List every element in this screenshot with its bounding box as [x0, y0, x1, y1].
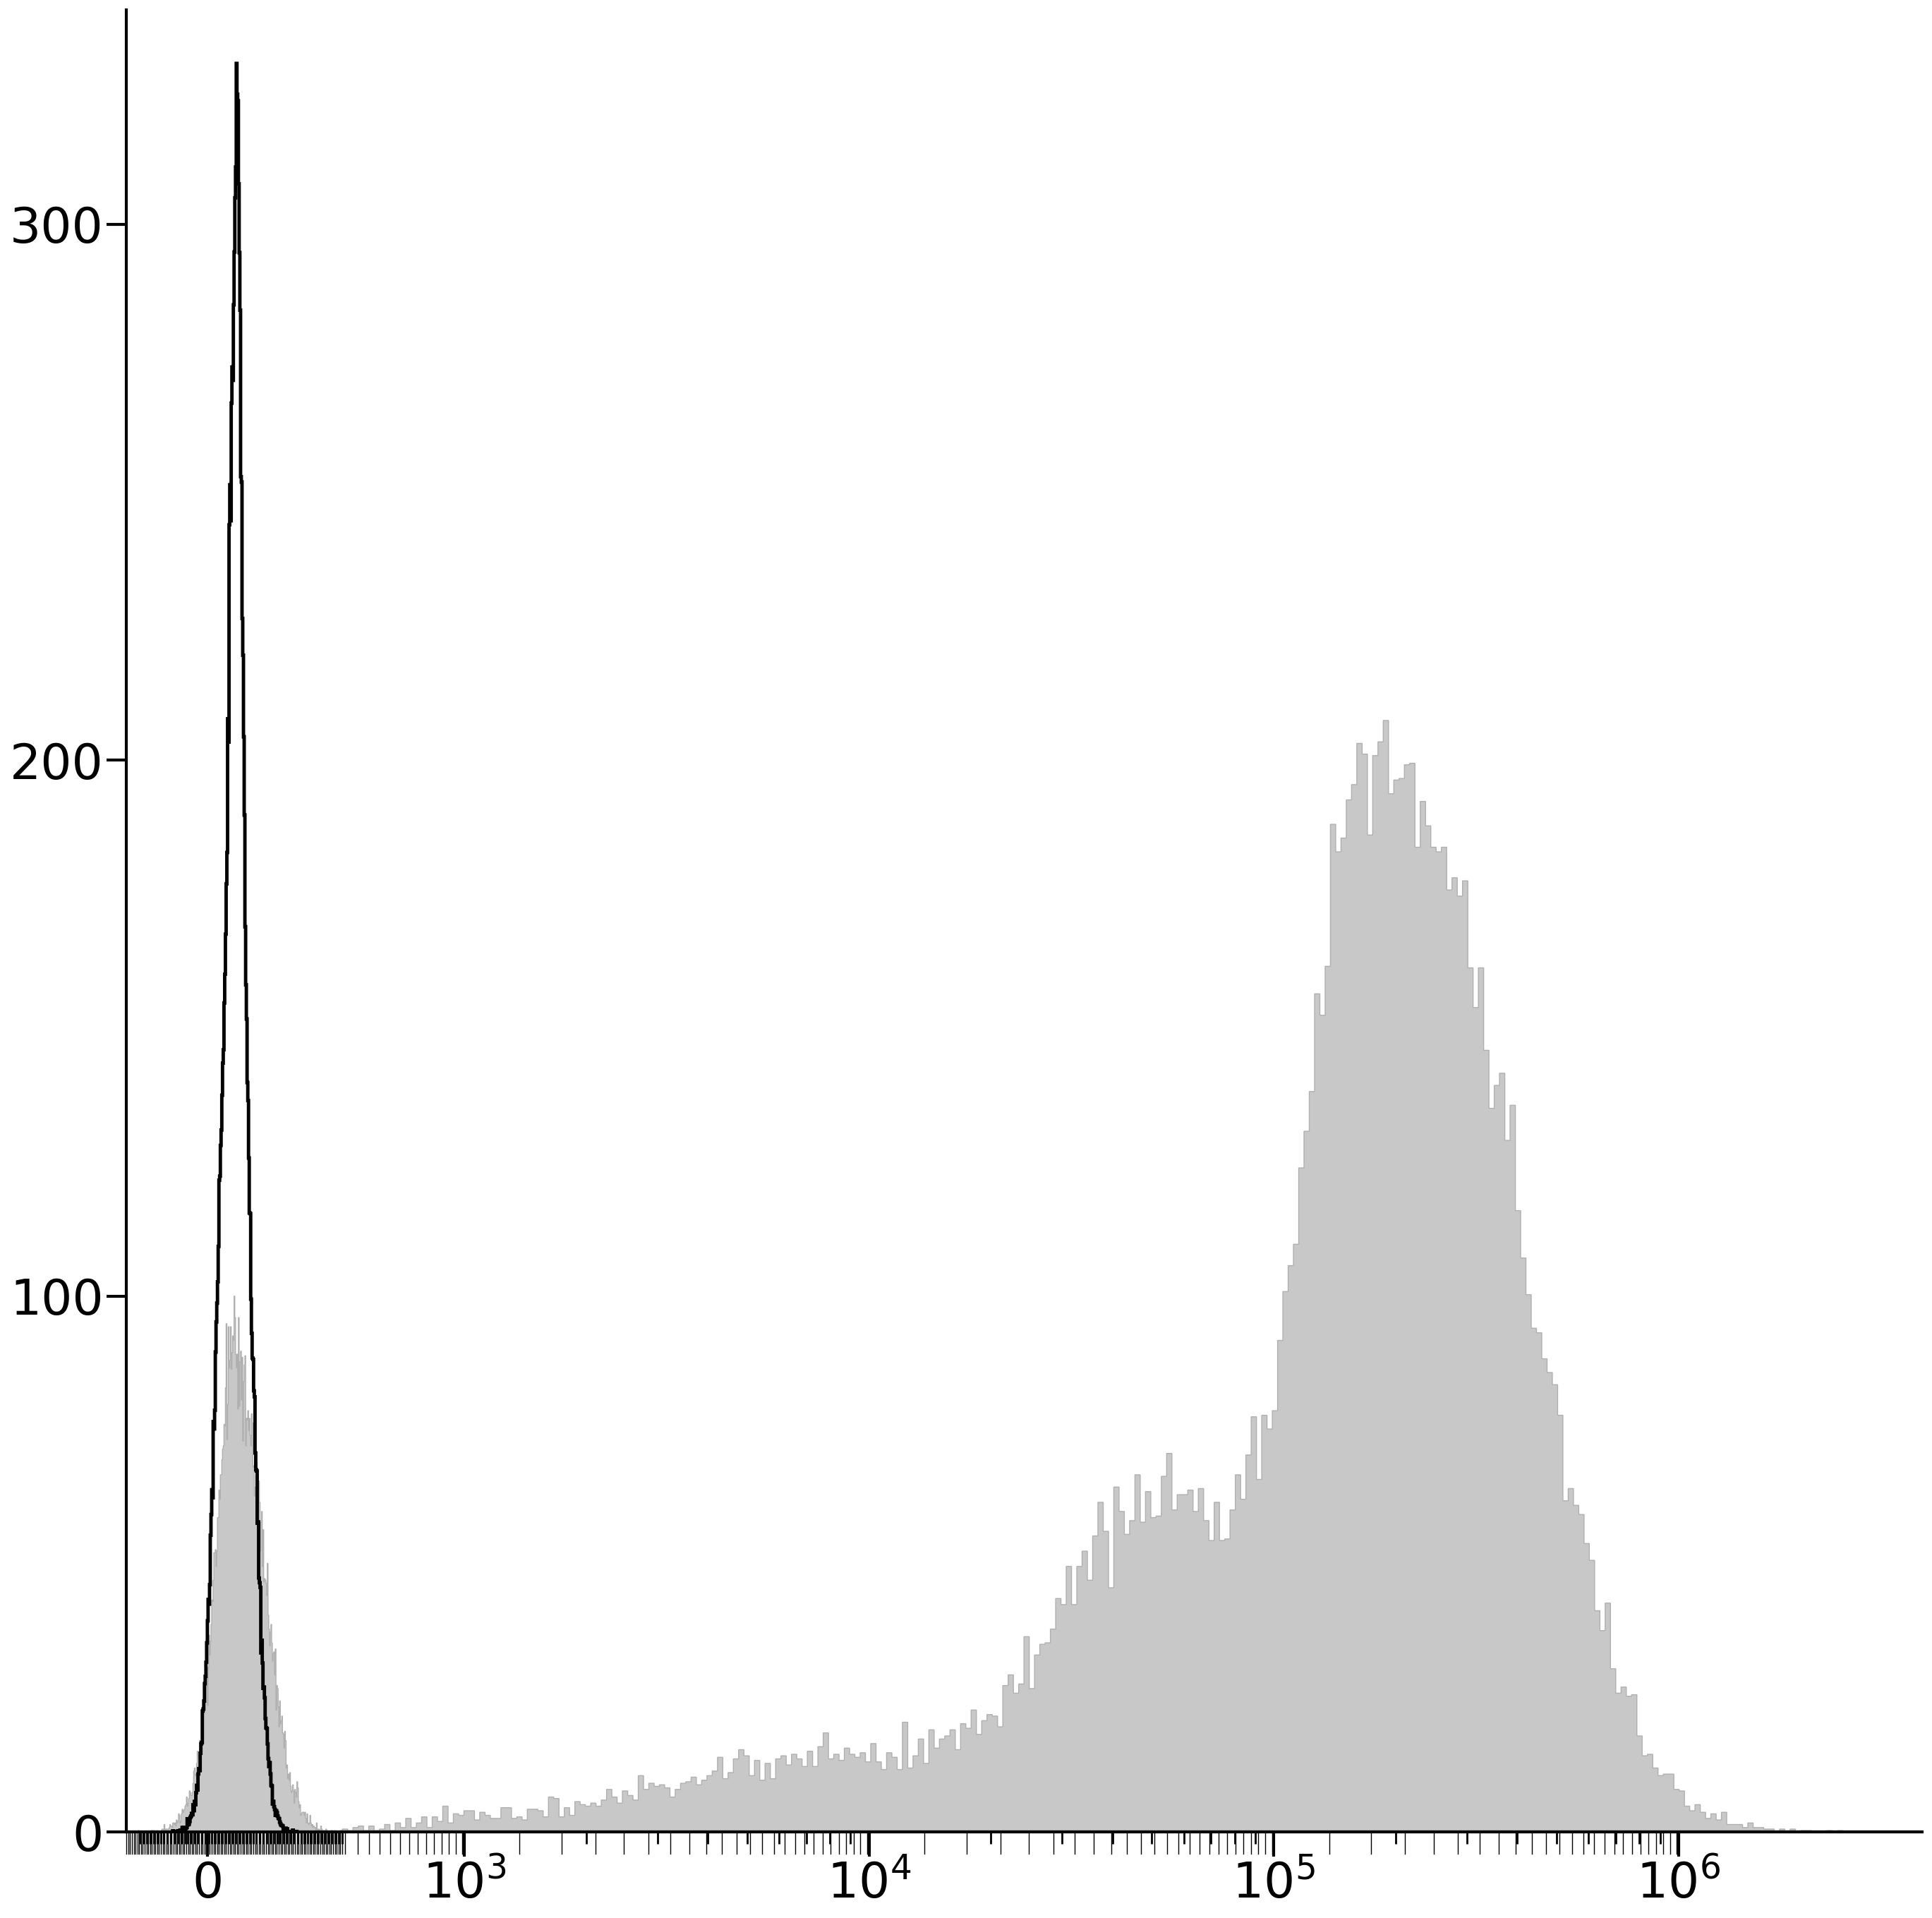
Polygon shape: [126, 721, 1922, 1832]
